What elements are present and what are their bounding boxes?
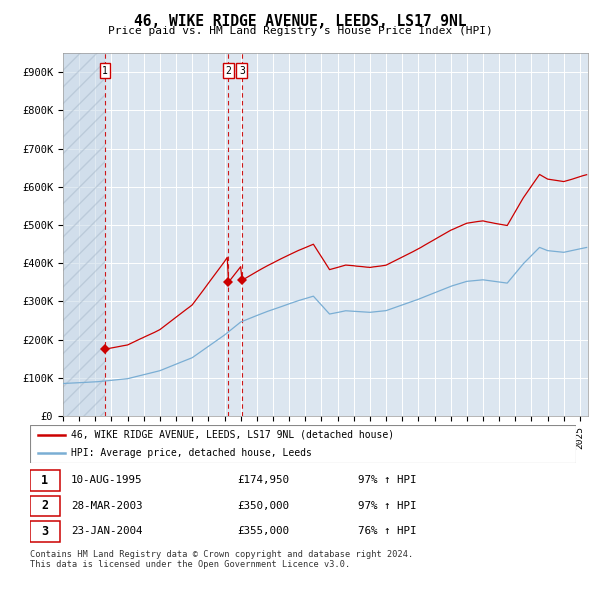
Text: Contains HM Land Registry data © Crown copyright and database right 2024.
This d: Contains HM Land Registry data © Crown c… [30, 550, 413, 569]
Text: 2: 2 [226, 66, 232, 76]
Text: 28-MAR-2003: 28-MAR-2003 [71, 501, 142, 511]
Text: 76% ↑ HPI: 76% ↑ HPI [358, 526, 416, 536]
Text: 1: 1 [102, 66, 108, 76]
Text: 10-AUG-1995: 10-AUG-1995 [71, 476, 142, 486]
Text: 2: 2 [41, 499, 49, 513]
Bar [63, 53, 105, 416]
FancyBboxPatch shape [30, 425, 576, 463]
Text: Price paid vs. HM Land Registry's House Price Index (HPI): Price paid vs. HM Land Registry's House … [107, 26, 493, 36]
FancyBboxPatch shape [30, 521, 60, 542]
Text: £355,000: £355,000 [238, 526, 289, 536]
Text: 3: 3 [41, 525, 49, 538]
Text: £350,000: £350,000 [238, 501, 289, 511]
Text: 1: 1 [41, 474, 49, 487]
Text: 3: 3 [239, 66, 245, 76]
Text: HPI: Average price, detached house, Leeds: HPI: Average price, detached house, Leed… [71, 448, 312, 458]
Text: 23-JAN-2004: 23-JAN-2004 [71, 526, 142, 536]
Text: 97% ↑ HPI: 97% ↑ HPI [358, 501, 416, 511]
Text: £174,950: £174,950 [238, 476, 289, 486]
Text: 46, WIKE RIDGE AVENUE, LEEDS, LS17 9NL: 46, WIKE RIDGE AVENUE, LEEDS, LS17 9NL [134, 14, 466, 29]
Text: 46, WIKE RIDGE AVENUE, LEEDS, LS17 9NL (detached house): 46, WIKE RIDGE AVENUE, LEEDS, LS17 9NL (… [71, 430, 394, 440]
FancyBboxPatch shape [30, 496, 60, 516]
FancyBboxPatch shape [30, 470, 60, 491]
Text: 97% ↑ HPI: 97% ↑ HPI [358, 476, 416, 486]
